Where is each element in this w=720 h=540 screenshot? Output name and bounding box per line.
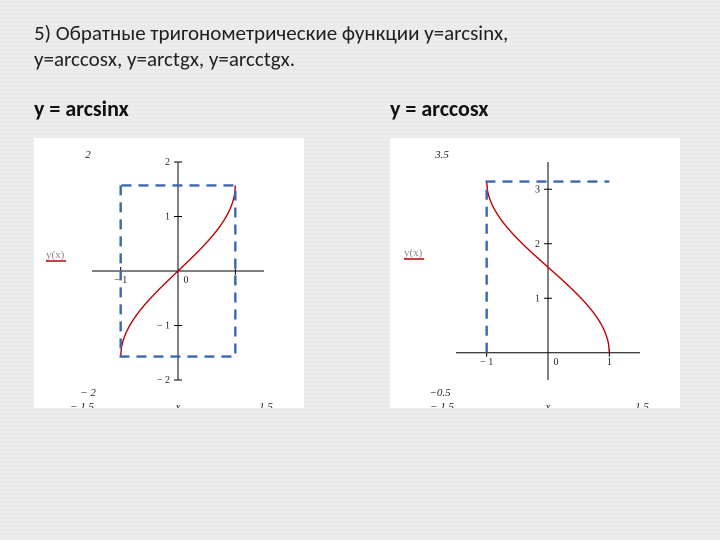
- title-line-2: y=arccosх, у=arctgx, у=arcctgx.: [34, 46, 686, 72]
- svg-text:x: x: [175, 401, 181, 408]
- svg-text:2: 2: [85, 149, 91, 161]
- svg-text:3.5: 3.5: [434, 149, 449, 161]
- svg-text:1.5: 1.5: [259, 401, 273, 408]
- svg-text:− 1.5: − 1.5: [430, 401, 454, 408]
- svg-text:2: 2: [165, 157, 170, 168]
- svg-text:1: 1: [607, 356, 612, 367]
- right-heading: y = arccosx: [390, 95, 686, 122]
- arccos-chart: 3.5 −0.5 − 1.5 1.5 x y(x) − 1 1 0 1 2 3: [390, 138, 680, 408]
- svg-text:y(x): y(x): [46, 249, 65, 261]
- svg-text:0: 0: [184, 275, 189, 286]
- svg-text:1: 1: [165, 211, 170, 222]
- svg-text:− 1: − 1: [480, 356, 493, 367]
- columns: y = arcsinx 2 − 2 − 1.5 1.5 x y(x) − 1 1 0 − 2 − 1…: [34, 95, 686, 408]
- right-column: y = arccosx 3.5 −0.5 − 1.5 1.5 x y(x) − 1 1 0 1 2 3: [390, 95, 686, 408]
- svg-text:− 2: − 2: [80, 387, 96, 399]
- title-line-1: 5) Обратные тригонометрические функции y…: [34, 20, 686, 46]
- svg-text:2: 2: [535, 238, 540, 249]
- svg-text:1.5: 1.5: [635, 401, 649, 408]
- left-heading: y = arcsinx: [34, 95, 330, 122]
- arcsin-chart: 2− 2− 1.51.5xy(x)− 110− 2− 112: [34, 138, 304, 408]
- svg-text:x: x: [545, 401, 551, 408]
- slide: 5) Обратные тригонометрические функции y…: [0, 0, 720, 540]
- svg-text:3: 3: [535, 184, 540, 195]
- svg-text:− 1: − 1: [157, 320, 170, 331]
- svg-text:0: 0: [554, 356, 559, 367]
- svg-text:−0.5: −0.5: [429, 387, 451, 399]
- svg-text:y(x): y(x): [404, 247, 423, 259]
- left-column: y = arcsinx 2− 2− 1.51.5xy(x)− 110− 2− 1…: [34, 95, 330, 408]
- slide-title: 5) Обратные тригонометрические функции y…: [34, 20, 686, 73]
- svg-text:1: 1: [535, 293, 540, 304]
- svg-text:− 1.5: − 1.5: [70, 401, 94, 408]
- svg-text:− 2: − 2: [157, 375, 170, 386]
